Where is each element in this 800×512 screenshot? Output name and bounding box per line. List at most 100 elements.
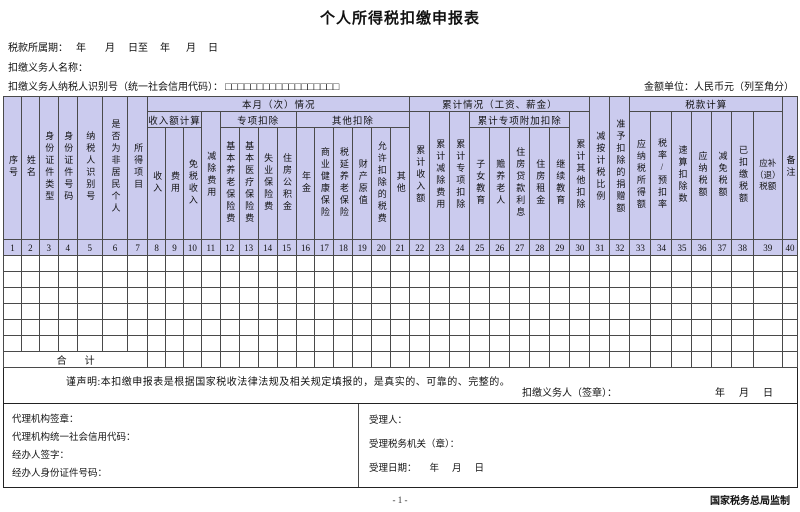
empty-cell bbox=[489, 303, 511, 320]
empty-cell bbox=[569, 335, 591, 352]
empty-cell bbox=[609, 303, 631, 320]
column-number-row: 1 2 3 4 5 6 7 8 9 10 11 12 13 14 15 16 17 18 19 20 21 22 23 24 2… bbox=[3, 239, 798, 256]
empty-cell bbox=[569, 255, 591, 272]
empty-cell bbox=[390, 319, 411, 336]
empty-cell bbox=[333, 319, 354, 336]
total-empty-cell bbox=[489, 351, 511, 368]
empty-cell bbox=[390, 287, 411, 304]
empty-cell bbox=[650, 255, 673, 272]
empty-cell bbox=[782, 271, 798, 288]
column-number: 4 bbox=[57, 239, 78, 256]
empty-cell bbox=[101, 287, 129, 304]
agent-seal-label: 代理机构签章： bbox=[12, 415, 79, 425]
empty-cell bbox=[38, 271, 59, 288]
empty-cell bbox=[569, 271, 591, 288]
empty-cell bbox=[529, 335, 551, 352]
empty-cell bbox=[333, 271, 354, 288]
empty-cell bbox=[589, 319, 611, 336]
empty-cell bbox=[57, 255, 78, 272]
empty-cell bbox=[295, 335, 316, 352]
empty-cell bbox=[182, 335, 202, 352]
empty-cell bbox=[352, 335, 373, 352]
empty-cell bbox=[38, 319, 59, 336]
empty-cell bbox=[549, 319, 571, 336]
period-year-from: 年 bbox=[76, 43, 86, 54]
column-number: 6 bbox=[101, 239, 129, 256]
signature-section: 代理机构签章： 代理机构统一社会信用代码： 经办人签字： 经办人身份证件号码： … bbox=[3, 404, 798, 488]
empty-cell bbox=[409, 335, 431, 352]
column-number: 18 bbox=[333, 239, 354, 256]
empty-cell bbox=[711, 255, 733, 272]
empty-cell bbox=[352, 303, 373, 320]
empty-data-row bbox=[3, 271, 798, 288]
empty-cell bbox=[276, 319, 297, 336]
empty-cell bbox=[101, 255, 129, 272]
form-area: 序号 姓名 身份证件类型 身份证件号码 纳税人识别号 是否为非居民个人 所得项目… bbox=[2, 96, 798, 507]
empty-cell bbox=[127, 271, 149, 288]
empty-cell bbox=[219, 271, 240, 288]
tax-period-row: 税款所属期： 年 月 日至 年 月 日 bbox=[8, 39, 800, 54]
acceptor-label: 受理人： bbox=[369, 416, 408, 426]
empty-cell bbox=[101, 271, 129, 288]
header-row-names: 收入 费用 免税收入 基本养老保险费 基本医疗保险费 失业保险费 住房公积金 年… bbox=[4, 127, 798, 240]
column-number: 16 bbox=[295, 239, 316, 256]
empty-cell bbox=[549, 271, 571, 288]
empty-cell bbox=[589, 287, 611, 304]
empty-cell bbox=[200, 335, 221, 352]
empty-cell bbox=[352, 271, 373, 288]
empty-cell bbox=[529, 271, 551, 288]
col-header-remark: 备注 bbox=[782, 96, 798, 240]
empty-cell bbox=[3, 335, 22, 352]
empty-cell bbox=[20, 255, 40, 272]
empty-cell bbox=[352, 255, 373, 272]
empty-cell bbox=[429, 287, 451, 304]
col-header-other: 其他 bbox=[390, 127, 411, 240]
empty-cell bbox=[731, 335, 754, 352]
accept-date-month: 月 bbox=[452, 464, 462, 474]
empty-cell bbox=[3, 319, 22, 336]
empty-cell bbox=[352, 319, 373, 336]
col-header-donation: 准予扣除的捐赠额 bbox=[609, 96, 631, 240]
col-header-id-number: 身份证件号码 bbox=[57, 96, 78, 240]
col-header-property-value: 财产原值 bbox=[352, 127, 373, 240]
empty-cell bbox=[257, 255, 278, 272]
empty-cell bbox=[57, 319, 78, 336]
total-empty-cell bbox=[529, 351, 551, 368]
empty-cell bbox=[409, 255, 431, 272]
empty-cell bbox=[333, 335, 354, 352]
total-empty-cell bbox=[629, 351, 652, 368]
declaration-date-day: 日 bbox=[763, 388, 773, 399]
empty-data-row bbox=[3, 255, 798, 272]
accept-date-row: 受理日期： 年 月 日 bbox=[369, 460, 787, 474]
empty-cell bbox=[589, 335, 611, 352]
column-number: 25 bbox=[469, 239, 491, 256]
empty-cell bbox=[200, 255, 221, 272]
empty-cell bbox=[629, 287, 652, 304]
total-empty-cell bbox=[182, 351, 202, 368]
empty-cell bbox=[782, 335, 798, 352]
empty-cell bbox=[238, 271, 259, 288]
empty-cell bbox=[529, 287, 551, 304]
col-header-medical-insurance: 基本医疗保险费 bbox=[238, 127, 259, 240]
empty-cell bbox=[38, 287, 59, 304]
column-number: 24 bbox=[449, 239, 471, 256]
empty-cell bbox=[489, 287, 511, 304]
empty-cell bbox=[529, 255, 551, 272]
empty-cell bbox=[469, 303, 491, 320]
empty-cell bbox=[127, 319, 149, 336]
empty-cell bbox=[609, 255, 631, 272]
col-header-child-education: 子女教育 bbox=[469, 127, 491, 240]
total-empty-cell bbox=[390, 351, 411, 368]
col-header-cum-other-deduction: 累计其他扣除 bbox=[569, 111, 591, 240]
period-day-to: 日至 bbox=[128, 43, 148, 54]
empty-cell bbox=[731, 303, 754, 320]
empty-cell bbox=[238, 335, 259, 352]
credit-code-boxes: □□□□□□□□□□□□□□□□□□ bbox=[225, 82, 340, 93]
empty-data-row bbox=[3, 303, 798, 320]
empty-cell bbox=[3, 303, 22, 320]
column-number: 37 bbox=[711, 239, 733, 256]
column-number: 17 bbox=[314, 239, 335, 256]
empty-cell bbox=[3, 255, 22, 272]
empty-cell bbox=[782, 303, 798, 320]
